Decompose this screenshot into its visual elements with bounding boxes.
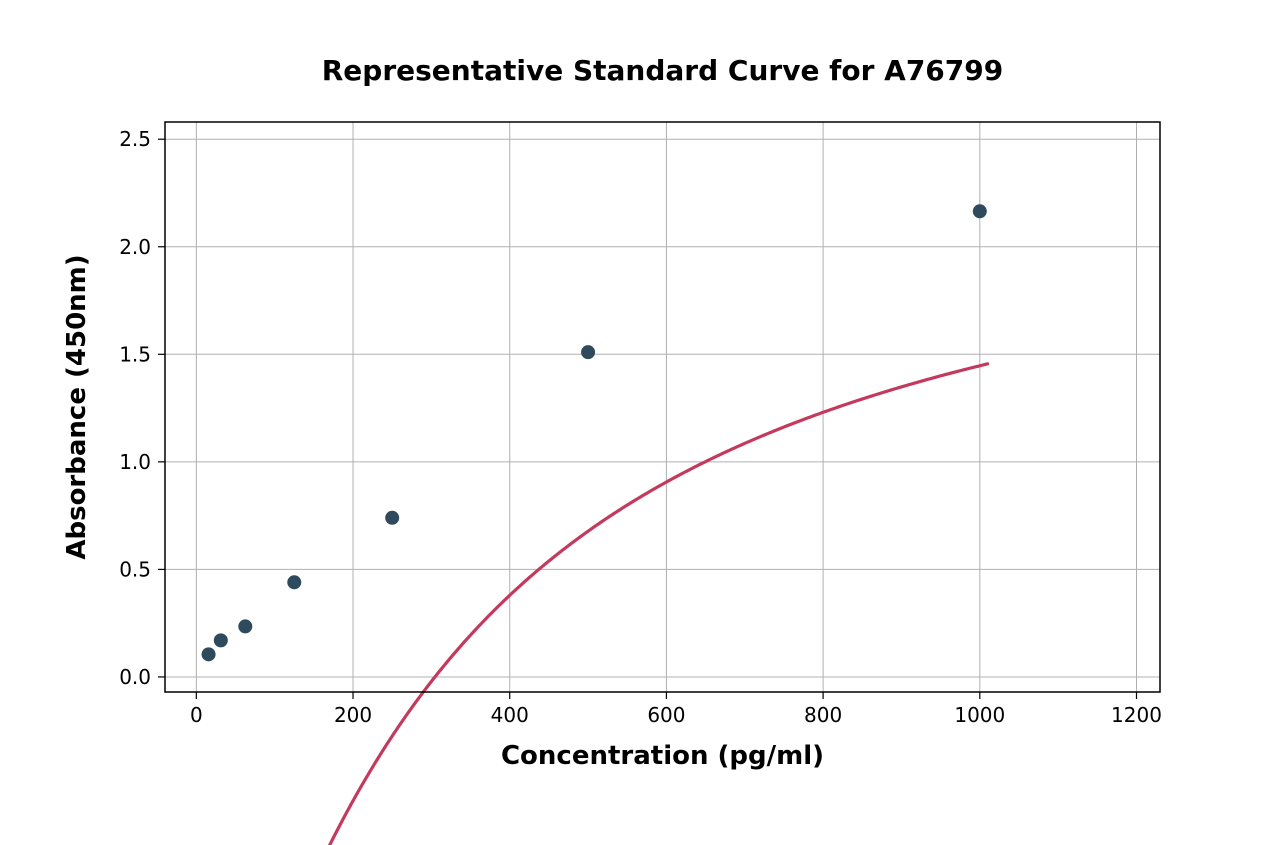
plot-area [165,122,1160,692]
data-point [238,619,252,633]
y-axis-label: Absorbance (450nm) [62,254,92,559]
x-tick-label: 0 [190,703,203,727]
x-tick-label: 800 [804,703,842,727]
y-tick-label: 2.5 [119,127,151,151]
x-tick-label: 600 [647,703,685,727]
data-point [385,511,399,525]
y-tick-label: 0.5 [119,557,151,581]
data-point [202,647,216,661]
x-axis-label: Concentration (pg/ml) [501,741,824,771]
x-tick-label: 1200 [1111,703,1162,727]
chart-container: 0 200 400 600 800 1000 1200 0.0 0.5 1.0 1.5 2.0 2.5 R… [0,0,1280,845]
data-point [581,345,595,359]
x-tick-label: 200 [334,703,372,727]
y-tick-label: 2.0 [119,235,151,259]
x-tick-label: 1000 [954,703,1005,727]
y-tick-label: 0.0 [119,665,151,689]
data-point [973,204,987,218]
y-tick-label: 1.0 [119,450,151,474]
data-point [287,575,301,589]
chart-svg: 0 200 400 600 800 1000 1200 0.0 0.5 1.0 1.5 2.0 2.5 R… [0,0,1280,845]
x-tick-label: 400 [491,703,529,727]
data-point [214,633,228,647]
chart-title: Representative Standard Curve for A76799 [322,54,1004,87]
y-tick-label: 1.5 [119,342,151,366]
